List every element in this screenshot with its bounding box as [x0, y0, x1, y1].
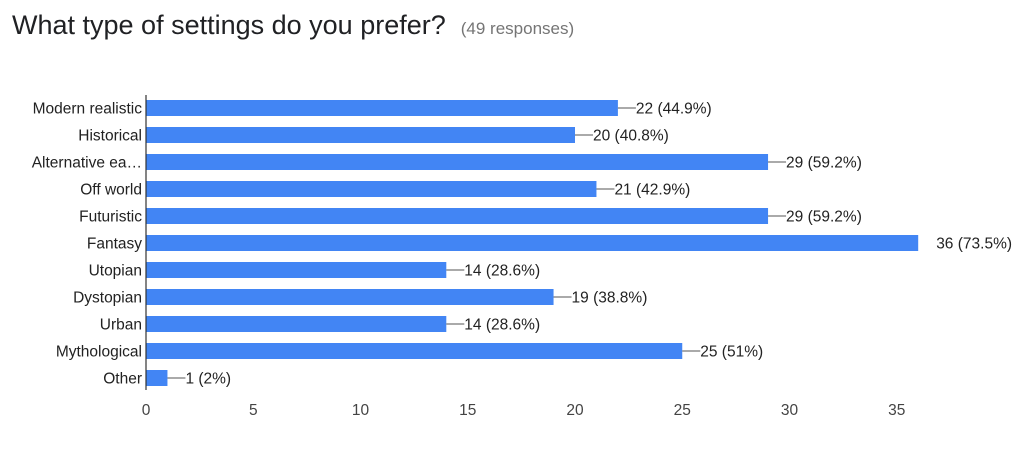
- bar: [146, 181, 597, 197]
- x-tick-label: 35: [888, 402, 905, 419]
- x-tick-label: 25: [674, 402, 691, 419]
- bar: [146, 316, 447, 332]
- bar: [146, 127, 575, 143]
- data-label: 22 (44.9%): [636, 101, 712, 118]
- category-label: Historical: [78, 128, 142, 145]
- category-label: Alternative ea…: [32, 155, 142, 172]
- chart-title: What type of settings do you prefer?: [12, 10, 446, 40]
- response-count: (49 responses): [460, 19, 575, 38]
- x-tick-label: 5: [249, 402, 258, 419]
- x-tick-label: 10: [352, 402, 370, 419]
- category-label: Urban: [100, 317, 142, 334]
- category-label: Mythological: [56, 344, 142, 361]
- chart-header: What type of settings do you prefer? (49…: [12, 10, 574, 41]
- data-label: 14 (28.6%): [464, 263, 540, 280]
- x-tick-label: 20: [566, 402, 584, 419]
- bar: [146, 235, 919, 251]
- data-label: 25 (51%): [700, 344, 763, 361]
- category-label: Off world: [80, 182, 142, 199]
- x-tick-label: 0: [142, 402, 151, 419]
- x-tick-label: 30: [781, 402, 799, 419]
- data-label: 1 (2%): [185, 371, 231, 388]
- data-label: 14 (28.6%): [464, 317, 540, 334]
- data-label: 21 (42.9%): [614, 182, 690, 199]
- category-label: Futuristic: [79, 209, 142, 226]
- bar: [146, 154, 769, 170]
- bar: [146, 370, 168, 386]
- category-label: Utopian: [89, 263, 142, 280]
- bar: [146, 343, 683, 359]
- category-label: Modern realistic: [33, 101, 143, 118]
- category-label: Dystopian: [73, 290, 142, 307]
- category-label: Fantasy: [87, 236, 142, 253]
- bar: [146, 262, 447, 278]
- category-label: Other: [103, 371, 142, 388]
- data-label: 29 (59.2%): [786, 155, 862, 172]
- x-tick-label: 15: [459, 402, 476, 419]
- bar: [146, 208, 769, 224]
- data-label: 19 (38.8%): [572, 290, 648, 307]
- bar: [146, 289, 554, 305]
- data-label: 36 (73.5%): [936, 236, 1012, 253]
- bar: [146, 100, 618, 116]
- data-label: 29 (59.2%): [786, 209, 862, 226]
- data-label: 20 (40.8%): [593, 128, 669, 145]
